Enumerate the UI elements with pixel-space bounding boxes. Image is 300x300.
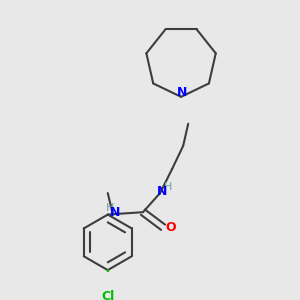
Text: O: O [165, 221, 176, 234]
Text: Cl: Cl [101, 290, 114, 300]
Text: N: N [157, 185, 167, 198]
Text: H: H [164, 182, 172, 192]
Text: N: N [176, 86, 187, 99]
Text: N: N [110, 206, 120, 219]
Text: H: H [106, 203, 115, 213]
